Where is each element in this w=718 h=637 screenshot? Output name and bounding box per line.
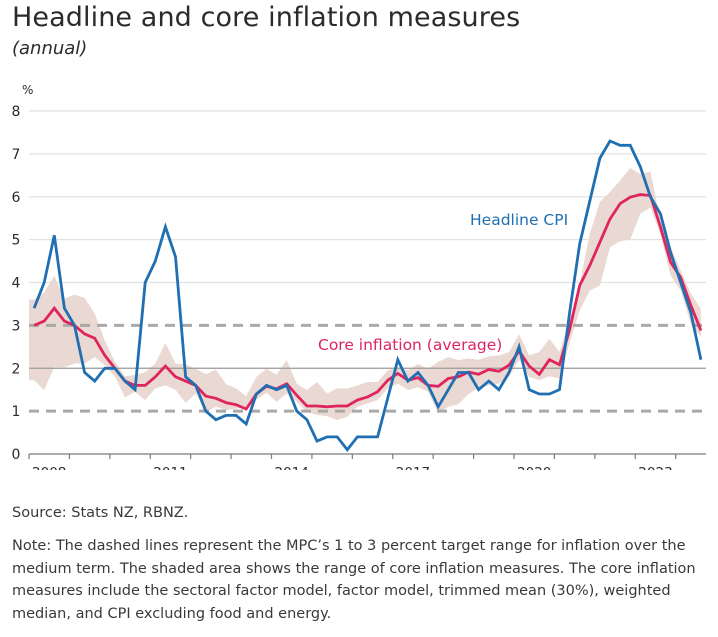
- chart-subtitle: (annual): [12, 38, 88, 59]
- y-tick-label: 8: [12, 104, 21, 120]
- x-tick-label: 2011: [153, 465, 187, 470]
- x-tick-label: 2023: [638, 465, 672, 470]
- core-range-band-layer: [29, 168, 701, 421]
- y-tick-label: 6: [12, 190, 21, 206]
- footnote: Note: The dashed lines represent the MPC…: [12, 538, 696, 622]
- x-tick-label: 2017: [396, 465, 430, 470]
- core-inflation-line: [33, 193, 703, 411]
- inflation-line-chart: % 0 1 2 3 4 5 6 7 8 2008 2011 2014 2017 2020 2023 Hea…: [12, 83, 706, 470]
- x-axis: [28, 453, 706, 459]
- core-range-band: [29, 168, 701, 421]
- y-tick-label: 0: [12, 447, 21, 463]
- y-axis-unit-label: %: [22, 83, 33, 97]
- series-lines: [32, 139, 703, 452]
- x-tick-label: 2020: [517, 465, 551, 470]
- headline-cpi-series-label: Headline CPI: [470, 211, 568, 229]
- reference-lines: [29, 323, 706, 413]
- x-axis-tick-labels: 2008 2011 2014 2017 2020 2023: [32, 465, 673, 470]
- core-inflation-series-label: Core inflation (average): [318, 336, 502, 354]
- x-tick-label: 2014: [275, 465, 309, 470]
- y-tick-label: 7: [12, 147, 21, 163]
- y-tick-label: 1: [12, 404, 21, 420]
- source-note: Source: Stats NZ, RBNZ.: [12, 505, 189, 521]
- y-tick-label: 3: [12, 318, 21, 334]
- y-axis-tick-labels: 0 1 2 3 4 5 6 7 8: [12, 104, 21, 463]
- headline-cpi-line: [32, 139, 703, 452]
- y-tick-label: 2: [12, 361, 21, 377]
- y-tick-label: 4: [12, 276, 21, 292]
- x-tick-label: 2008: [32, 465, 66, 470]
- chart-title: Headline and core inflation measures: [12, 2, 521, 33]
- y-tick-label: 5: [12, 233, 21, 249]
